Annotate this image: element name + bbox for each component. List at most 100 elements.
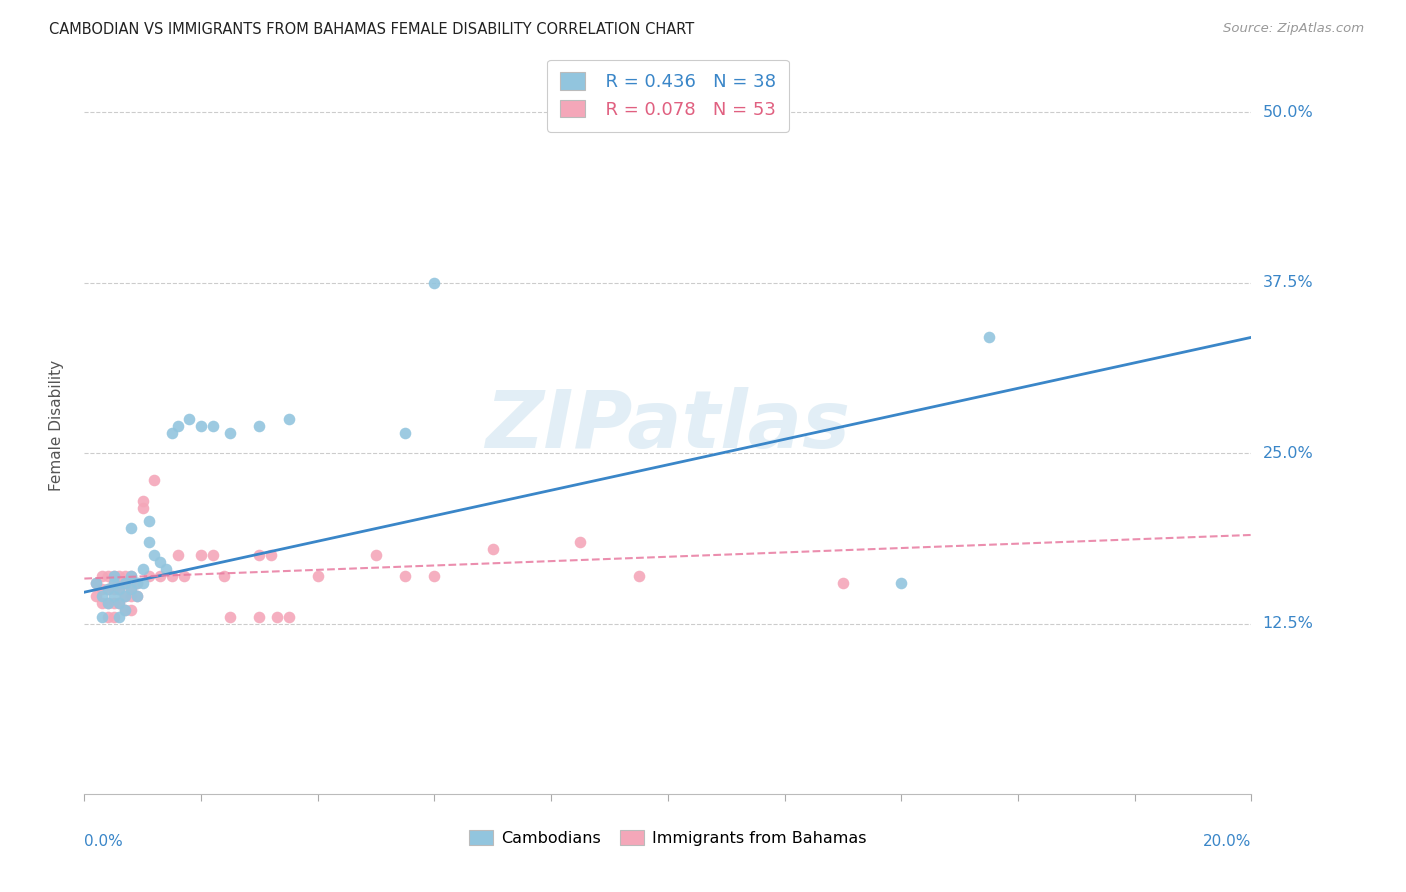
Point [423, 569, 446, 583]
Point [160, 569, 183, 583]
Point [97, 596, 120, 610]
Point [249, 549, 271, 563]
Point [132, 494, 155, 508]
Point [108, 582, 131, 597]
Text: 20.0%: 20.0% [1204, 834, 1251, 849]
Point [90, 589, 112, 603]
Point [190, 418, 212, 433]
Point [249, 418, 271, 433]
Text: Source: ZipAtlas.com: Source: ZipAtlas.com [1223, 22, 1364, 36]
Point [155, 562, 177, 576]
Point [394, 425, 416, 440]
Point [219, 609, 242, 624]
Point [125, 575, 148, 590]
Point [120, 582, 142, 597]
Text: CAMBODIAN VS IMMIGRANTS FROM BAHAMAS FEMALE DISABILITY CORRELATION CHART: CAMBODIAN VS IMMIGRANTS FROM BAHAMAS FEM… [49, 22, 695, 37]
Point [90, 596, 112, 610]
Point [277, 609, 299, 624]
Point [569, 534, 592, 549]
Point [84, 575, 107, 590]
Point [103, 569, 125, 583]
Point [120, 589, 142, 603]
Point [103, 596, 125, 610]
Point [832, 575, 855, 590]
Point [138, 569, 160, 583]
Point [160, 425, 183, 440]
Point [108, 569, 131, 583]
Point [97, 596, 120, 610]
Point [201, 418, 224, 433]
Point [114, 575, 136, 590]
Point [114, 589, 136, 603]
Text: 50.0%: 50.0% [1263, 105, 1313, 120]
Point [249, 609, 271, 624]
Point [108, 582, 131, 597]
Point [482, 541, 505, 556]
Point [214, 569, 236, 583]
Point [125, 589, 148, 603]
Point [132, 562, 155, 576]
Text: 12.5%: 12.5% [1263, 616, 1313, 631]
Point [260, 549, 283, 563]
Point [108, 575, 131, 590]
Text: 0.0%: 0.0% [84, 834, 124, 849]
Point [108, 609, 131, 624]
Y-axis label: Female Disability: Female Disability [49, 360, 63, 491]
Point [120, 582, 142, 597]
Point [132, 575, 155, 590]
Point [149, 555, 172, 569]
Point [307, 569, 329, 583]
Point [114, 575, 136, 590]
Point [219, 425, 242, 440]
Point [394, 569, 416, 583]
Point [103, 569, 125, 583]
Point [890, 575, 912, 590]
Point [97, 582, 120, 597]
Point [627, 569, 650, 583]
Point [103, 575, 125, 590]
Point [114, 569, 136, 583]
Point [277, 412, 299, 426]
Point [108, 596, 131, 610]
Point [97, 582, 120, 597]
Point [149, 569, 172, 583]
Point [179, 412, 201, 426]
Point [97, 609, 120, 624]
Point [84, 575, 107, 590]
Point [138, 514, 160, 528]
Point [143, 549, 166, 563]
Text: 37.5%: 37.5% [1263, 276, 1313, 290]
Text: ZIPatlas: ZIPatlas [485, 387, 851, 465]
Point [125, 575, 148, 590]
Point [166, 549, 188, 563]
Text: 25.0%: 25.0% [1263, 446, 1313, 460]
Point [366, 549, 388, 563]
Point [423, 276, 446, 290]
Point [120, 521, 142, 535]
Point [201, 549, 224, 563]
Point [103, 582, 125, 597]
Point [90, 569, 112, 583]
Point [143, 474, 166, 488]
Point [103, 589, 125, 603]
Point [108, 596, 131, 610]
Point [977, 330, 1000, 344]
Point [173, 569, 195, 583]
Point [125, 589, 148, 603]
Point [103, 609, 125, 624]
Point [138, 534, 160, 549]
Point [190, 549, 212, 563]
Point [132, 500, 155, 515]
Point [166, 418, 188, 433]
Point [103, 575, 125, 590]
Point [120, 569, 142, 583]
Point [114, 603, 136, 617]
Point [120, 569, 142, 583]
Point [114, 603, 136, 617]
Point [97, 569, 120, 583]
Point [90, 609, 112, 624]
Point [84, 589, 107, 603]
Point [266, 609, 288, 624]
Point [114, 589, 136, 603]
Legend: Cambodians, Immigrants from Bahamas: Cambodians, Immigrants from Bahamas [463, 823, 873, 852]
